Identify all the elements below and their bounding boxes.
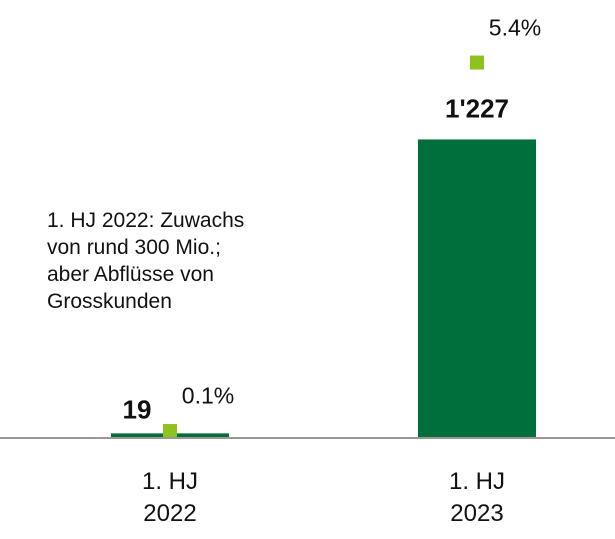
value-label: 5.4% bbox=[488, 14, 542, 41]
bar bbox=[418, 139, 536, 438]
annotation-line: Grosskunden bbox=[47, 290, 172, 313]
annotation-line: 1. HJ 2022: Zuwachs bbox=[47, 209, 245, 232]
marker bbox=[470, 55, 484, 70]
x-tick-label: 1. HJ 2022 bbox=[141, 468, 198, 527]
value-label: 0.1% bbox=[181, 382, 235, 409]
annotation-line: von rund 300 Mio.; bbox=[47, 236, 221, 259]
marker bbox=[163, 424, 177, 439]
value-label: 19 bbox=[122, 394, 152, 425]
x-tick-label: 1. HJ 2023 bbox=[448, 468, 505, 527]
value-label: 1'227 bbox=[444, 93, 510, 124]
annotation: 1. HJ 2022: Zuwachs von rund 300 Mio.; abe… bbox=[47, 207, 244, 315]
annotation-line: aber Abflüsse von bbox=[47, 263, 214, 286]
